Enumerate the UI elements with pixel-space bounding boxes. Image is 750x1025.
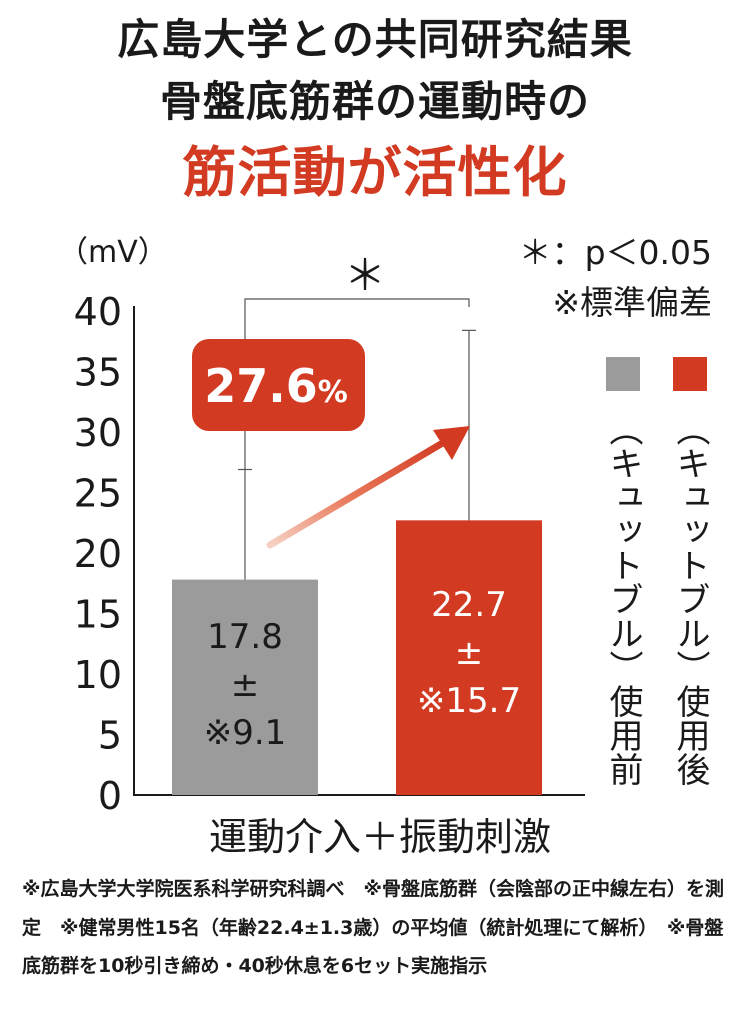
y-tick-label: 20 (74, 532, 122, 576)
y-tick-label: 30 (74, 411, 122, 455)
sd-note: ※標準偏差 (552, 283, 712, 322)
y-tick-label: 35 (74, 351, 122, 395)
svg-text:27.6%: 27.6% (204, 359, 348, 413)
legend-label: （キュットブル）使用前 (603, 412, 643, 786)
significance-marker: ＊ (344, 251, 386, 300)
legend: （キュットブル）使用前 （キュットブル）使用後 (603, 357, 710, 786)
y-tick-label: 40 (74, 290, 122, 334)
y-axis-unit: （mV） (58, 235, 168, 270)
footnote: ※広島大学大学院医系科学研究科調べ ※骨盤底筋群（会陰部の正中線左右）を測定 ※… (22, 878, 724, 977)
legend-swatch (673, 357, 707, 391)
y-ticks: 0 5 10 15 20 25 30 35 40 (74, 290, 122, 818)
bar-value-label: ※9.1 (204, 713, 287, 753)
p-value-note: ＊：p＜0.05 (519, 233, 712, 272)
bar-after (396, 520, 542, 795)
x-axis-label: 運動介入＋振動刺激 (209, 815, 551, 859)
y-tick-label: 25 (74, 472, 122, 516)
legend-label: （キュットブル）使用後 (670, 412, 710, 786)
badge-unit: % (318, 375, 348, 410)
heading-line3: 筋活動が活性化 (182, 141, 568, 204)
heading-line1: 広島大学との共同研究結果 (117, 15, 633, 64)
bars: 17.8 ± ※9.1 22.7 ± ※15.7 (172, 329, 542, 795)
increase-arrow (266, 426, 470, 549)
bar-before (172, 579, 318, 795)
legend-swatch (606, 357, 640, 391)
y-tick-label: 0 (98, 774, 122, 818)
y-tick-label: 15 (74, 593, 122, 637)
bar-chart: （mV） 0 5 10 15 20 25 30 35 40 17.8 ± ※9.1 22.7 ± ※15.… (58, 233, 712, 859)
bar-value-label: ± (231, 665, 260, 705)
badge-value: 27.6 (204, 359, 318, 413)
y-tick-label: 5 (98, 714, 122, 758)
heading-line2: 骨盤底筋群の運動時の (159, 77, 590, 126)
y-tick-label: 10 (74, 653, 122, 697)
increase-badge: 27.6% (192, 339, 365, 431)
bar-value-label: ※15.7 (417, 681, 521, 721)
bar-value-label: 17.8 (207, 617, 283, 657)
bar-value-label: ± (455, 633, 484, 673)
bar-value-label: 22.7 (431, 585, 507, 625)
